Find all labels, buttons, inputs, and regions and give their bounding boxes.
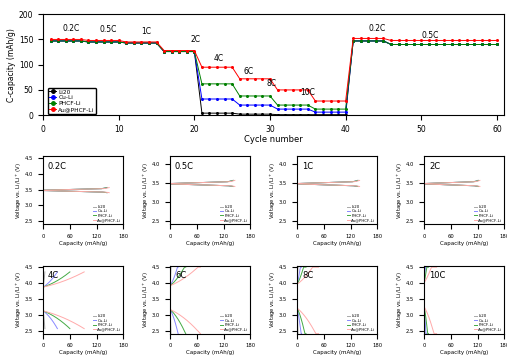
Text: 2C: 2C xyxy=(191,36,201,44)
Text: 2C: 2C xyxy=(429,162,440,171)
Text: 10C: 10C xyxy=(429,271,445,280)
X-axis label: Capacity (mAh/g): Capacity (mAh/g) xyxy=(440,350,488,355)
Text: 1C: 1C xyxy=(302,162,313,171)
Legend: Li20, Cu-Li, PHCF-Li, Au@PHCF-Li: Li20, Cu-Li, PHCF-Li, Au@PHCF-Li xyxy=(474,204,502,223)
Legend: Li20, Cu-Li, PHCF-Li, Au@PHCF-Li: Li20, Cu-Li, PHCF-Li, Au@PHCF-Li xyxy=(347,204,376,223)
Legend: Li20, Cu-Li, PHCF-Li, Au@PHCF-Li: Li20, Cu-Li, PHCF-Li, Au@PHCF-Li xyxy=(220,204,248,223)
Text: 10C: 10C xyxy=(300,88,315,98)
X-axis label: Capacity (mAh/g): Capacity (mAh/g) xyxy=(186,241,234,246)
Text: 0.5C: 0.5C xyxy=(175,162,194,171)
Text: 4C: 4C xyxy=(213,54,224,63)
Y-axis label: Voltage vs. Li/Li$^+$ (V): Voltage vs. Li/Li$^+$ (V) xyxy=(395,162,405,219)
Text: 4C: 4C xyxy=(48,271,59,280)
Y-axis label: Voltage vs. Li/Li$^+$ (V): Voltage vs. Li/Li$^+$ (V) xyxy=(268,271,278,328)
Y-axis label: Voltage vs. Li/Li$^+$ (V): Voltage vs. Li/Li$^+$ (V) xyxy=(141,162,151,219)
Legend: Li20, Cu-Li, PHCF-Li, Au@PHCF-Li: Li20, Cu-Li, PHCF-Li, Au@PHCF-Li xyxy=(474,314,502,332)
Text: 0.5C: 0.5C xyxy=(100,26,117,34)
Legend: Li20, Cu-Li, PHCF-Li, Au@PHCF-Li: Li20, Cu-Li, PHCF-Li, Au@PHCF-Li xyxy=(93,204,122,223)
X-axis label: Capacity (mAh/g): Capacity (mAh/g) xyxy=(59,241,107,246)
Legend: Li20, Cu-Li, PHCF-Li, Au@PHCF-Li: Li20, Cu-Li, PHCF-Li, Au@PHCF-Li xyxy=(48,88,96,114)
Text: 0.2C: 0.2C xyxy=(62,24,79,33)
Legend: Li20, Cu-Li, PHCF-Li, Au@PHCF-Li: Li20, Cu-Li, PHCF-Li, Au@PHCF-Li xyxy=(347,314,376,332)
Text: 0.5C: 0.5C xyxy=(421,32,439,40)
Text: 0.2C: 0.2C xyxy=(368,24,385,33)
Y-axis label: Voltage vs. Li/Li$^+$ (V): Voltage vs. Li/Li$^+$ (V) xyxy=(141,271,151,328)
Legend: Li20, Cu-Li, PHCF-Li, Au@PHCF-Li: Li20, Cu-Li, PHCF-Li, Au@PHCF-Li xyxy=(93,314,122,332)
Text: 8C: 8C xyxy=(266,80,276,88)
Text: 1C: 1C xyxy=(141,27,152,36)
Y-axis label: Voltage vs. Li/Li$^+$ (V): Voltage vs. Li/Li$^+$ (V) xyxy=(14,271,24,328)
X-axis label: Cycle number: Cycle number xyxy=(244,135,303,144)
X-axis label: Capacity (mAh/g): Capacity (mAh/g) xyxy=(59,350,107,355)
Text: 0.2C: 0.2C xyxy=(48,162,67,171)
X-axis label: Capacity (mAh/g): Capacity (mAh/g) xyxy=(440,241,488,246)
X-axis label: Capacity (mAh/g): Capacity (mAh/g) xyxy=(186,350,234,355)
Text: 6C: 6C xyxy=(243,67,254,76)
Text: 8C: 8C xyxy=(302,271,313,280)
Text: 6C: 6C xyxy=(175,271,186,280)
Legend: Li20, Cu-Li, PHCF-Li, Au@PHCF-Li: Li20, Cu-Li, PHCF-Li, Au@PHCF-Li xyxy=(220,314,248,332)
X-axis label: Capacity (mAh/g): Capacity (mAh/g) xyxy=(313,241,361,246)
X-axis label: Capacity (mAh/g): Capacity (mAh/g) xyxy=(313,350,361,355)
Y-axis label: C-capacity (mAh/g): C-capacity (mAh/g) xyxy=(7,28,16,102)
Y-axis label: Voltage vs. Li/Li$^+$ (V): Voltage vs. Li/Li$^+$ (V) xyxy=(268,162,278,219)
Y-axis label: Voltage vs. Li/Li$^+$ (V): Voltage vs. Li/Li$^+$ (V) xyxy=(395,271,405,328)
Y-axis label: Voltage vs. Li/Li$^+$ (V): Voltage vs. Li/Li$^+$ (V) xyxy=(14,162,24,219)
